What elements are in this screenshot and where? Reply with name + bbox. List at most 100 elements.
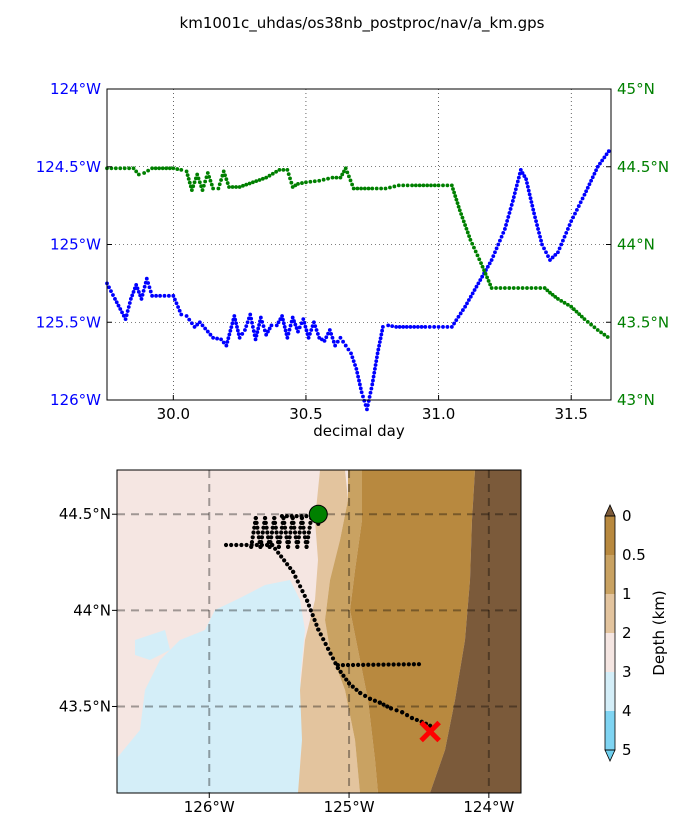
longitude-point — [341, 339, 345, 344]
longitude-point — [244, 324, 249, 329]
longitude-point — [515, 179, 520, 184]
longitude-point — [401, 325, 406, 329]
longitude-point — [116, 303, 121, 308]
longitude-point — [127, 301, 132, 305]
track-point — [298, 584, 303, 589]
track-point — [295, 544, 300, 550]
longitude-point — [349, 351, 353, 356]
track-point — [356, 662, 361, 668]
longitude-point — [362, 398, 367, 403]
latitude-point — [300, 181, 304, 185]
longitude-point — [249, 316, 254, 321]
longitude-point — [310, 324, 315, 329]
longitude-point — [313, 324, 318, 329]
track-point — [350, 662, 356, 668]
longitude-point — [569, 219, 574, 224]
track-point — [428, 723, 433, 728]
longitude-point — [379, 332, 384, 337]
latitude-point — [340, 172, 345, 177]
longitude-point — [377, 343, 381, 348]
longitude-point — [109, 289, 113, 294]
longitude-point — [292, 319, 296, 323]
track-point — [288, 565, 293, 571]
longitude-point — [466, 298, 471, 302]
longitude-point — [415, 325, 420, 329]
longitude-point — [508, 207, 513, 211]
longitude-point — [297, 325, 302, 330]
longitude-point — [544, 250, 548, 255]
longitude-point — [553, 252, 558, 257]
longitude-point — [211, 335, 216, 340]
longitude-point — [285, 335, 290, 340]
latitude-point — [260, 176, 265, 181]
longitude-point — [267, 326, 272, 331]
longitude-point — [215, 336, 219, 341]
map-ticks: 126°W 125°W 124°W 44.5°N 44°N 43.5°N — [59, 505, 515, 816]
longitude-point — [141, 288, 146, 293]
longitude-point — [146, 281, 151, 285]
track-point — [304, 514, 309, 519]
latitude-point — [230, 185, 235, 189]
track-point — [300, 589, 305, 594]
longitude-point — [243, 328, 247, 332]
track-point — [250, 535, 255, 540]
latitude-point — [488, 282, 493, 287]
latitude-point — [189, 188, 194, 192]
bathymetry-upper-slope — [325, 470, 378, 793]
track-point — [401, 662, 406, 667]
longitude-point — [226, 336, 231, 341]
longitude-point — [378, 336, 383, 341]
longitude-point — [302, 320, 307, 325]
latitude-point — [374, 186, 379, 191]
longitude-point — [224, 343, 229, 348]
latitude-point — [171, 166, 176, 171]
colorbar-segment — [605, 711, 615, 750]
latitude-point — [264, 175, 269, 180]
track-point — [385, 704, 390, 709]
latitude-point — [193, 176, 198, 181]
longitude-point — [219, 337, 223, 342]
latitude-point — [456, 204, 461, 209]
latitude-point — [221, 169, 226, 174]
latitude-point — [498, 286, 503, 290]
latitude-point — [219, 178, 223, 182]
map-y-tick-label: 44.5°N — [59, 505, 111, 523]
longitude-point — [184, 314, 189, 318]
latitude-point — [421, 183, 426, 188]
bathymetry-deep-basin — [117, 580, 305, 793]
track-point — [277, 539, 282, 545]
track-point — [269, 530, 275, 535]
longitude-point — [251, 329, 256, 333]
track-point — [305, 598, 310, 603]
latitude-point — [457, 208, 462, 213]
longitude-point — [445, 325, 450, 329]
longitude-point — [598, 161, 602, 166]
longitude-point — [113, 297, 117, 301]
longitude-point — [585, 185, 590, 190]
longitude-point — [288, 323, 293, 328]
latitude-point — [270, 171, 275, 176]
latitude-point — [520, 286, 525, 290]
longitude-point — [522, 174, 527, 178]
track-point — [386, 662, 391, 667]
track-point — [414, 717, 419, 723]
longitude-point — [595, 164, 600, 169]
latitude-point — [479, 261, 483, 266]
latitude-point — [494, 286, 498, 290]
track-point — [409, 715, 415, 721]
latitude-point — [370, 186, 375, 191]
longitude-point — [261, 324, 266, 329]
track-point — [260, 530, 265, 535]
track-point — [256, 535, 261, 540]
latitude-point — [257, 178, 262, 182]
longitude-point — [118, 307, 123, 311]
longitude-point — [315, 332, 320, 336]
time-series-lines — [105, 149, 611, 412]
longitude-point — [550, 255, 555, 260]
latitude-point — [122, 166, 127, 171]
longitude-point — [131, 290, 136, 294]
latitude-point — [186, 176, 191, 181]
longitude-point — [293, 322, 298, 327]
longitude-point — [491, 254, 496, 259]
longitude-point — [290, 315, 295, 320]
